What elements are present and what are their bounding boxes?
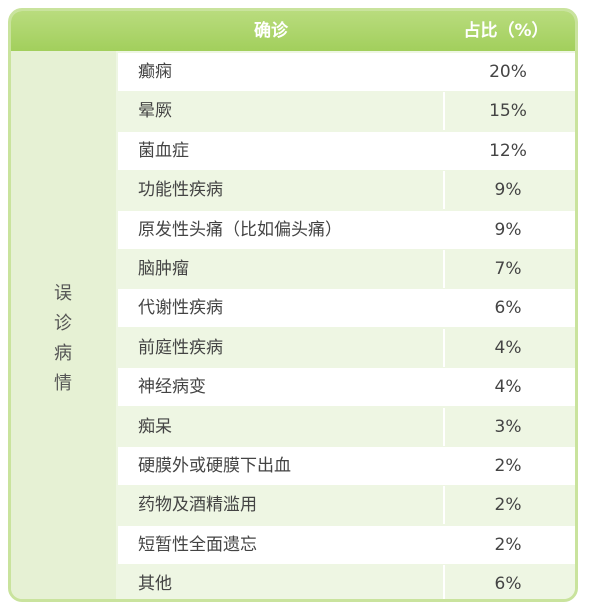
table-row: 其他 6% (118, 565, 575, 599)
table-cell: 2% (494, 495, 522, 516)
column-divider (443, 486, 445, 525)
table-cell: 4% (494, 337, 522, 358)
table-row: 功能性疾病 9% (118, 171, 575, 210)
table-cell: 药物及酒精滥用 (138, 495, 257, 516)
column-divider (443, 210, 445, 249)
table-cell: 9% (494, 180, 522, 201)
table-cell: 脑肿瘤 (138, 259, 189, 279)
table-cell: 4% (494, 377, 522, 398)
side-label: 误诊病情 (54, 283, 72, 394)
table-row: 神经病变 4% (118, 368, 575, 407)
table-cell: 菌血症 (138, 140, 189, 161)
table-row: 原发性头痛（比如偏头痛） 9% (118, 210, 575, 249)
table-cell: 硬膜外或硬膜下出血 (138, 456, 291, 476)
column-divider (443, 53, 445, 91)
table-cell: 9% (494, 219, 522, 240)
column-divider (443, 328, 445, 367)
header-cell: 占比（%） (463, 21, 549, 41)
table: 确诊 占比（%） 误诊病情 癫痫 20% 晕厥 15% 菌血症 12% 功能性疾病 9% 原发性… (8, 8, 578, 602)
column-divider (443, 407, 445, 446)
table-row: 癫痫 20% (118, 53, 575, 91)
table-cell: 痴呆 (138, 416, 172, 437)
table-cell: 功能性疾病 (138, 180, 223, 201)
column-divider (443, 92, 445, 131)
table-cell: 代谢性疾病 (138, 298, 223, 319)
table-cell: 前庭性疾病 (138, 337, 223, 358)
column-divider (443, 447, 445, 485)
table-row: 脑肿瘤 7% (118, 250, 575, 288)
header-cell: 确诊 (254, 21, 288, 41)
table-cell: 15% (489, 101, 527, 122)
table-cell: 6% (494, 574, 522, 595)
column-divider (443, 250, 445, 288)
column-divider (443, 525, 445, 564)
table-cell: 20% (489, 62, 527, 82)
table-header: 确诊 占比（%） (11, 11, 575, 51)
table-cell: 2% (494, 534, 522, 555)
table-cell: 原发性头痛（比如偏头痛） (138, 219, 342, 240)
table-cell: 2% (494, 456, 522, 476)
table-cell: 6% (494, 298, 522, 319)
table-cell: 神经病变 (138, 377, 206, 398)
table-row: 代谢性疾病 6% (118, 289, 575, 328)
table-row: 药物及酒精滥用 2% (118, 486, 575, 525)
column-divider (443, 289, 445, 328)
column-divider (443, 368, 445, 407)
table-row: 菌血症 12% (118, 131, 575, 170)
table-cell: 晕厥 (138, 101, 172, 122)
table-cell: 其他 (138, 574, 172, 595)
table-cell: 癫痫 (138, 62, 172, 82)
column-divider (443, 131, 445, 170)
side-column: 误诊病情 (11, 51, 116, 599)
table-row: 前庭性疾病 4% (118, 328, 575, 367)
table-cell: 3% (494, 416, 522, 437)
table-cell: 短暂性全面遗忘 (138, 534, 257, 555)
table-row: 晕厥 15% (118, 92, 575, 131)
table-cell: 12% (489, 140, 527, 161)
column-divider (443, 565, 445, 599)
table-row: 短暂性全面遗忘 2% (118, 525, 575, 564)
column-divider (443, 171, 445, 210)
table-row: 硬膜外或硬膜下出血 2% (118, 447, 575, 485)
table-row: 痴呆 3% (118, 407, 575, 446)
table-cell: 7% (494, 259, 522, 279)
